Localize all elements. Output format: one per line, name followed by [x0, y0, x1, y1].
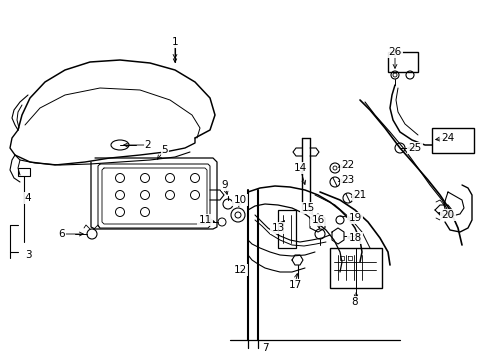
Text: 22: 22 [341, 160, 354, 170]
Bar [431, 128, 473, 153]
Text: 19: 19 [347, 213, 361, 223]
Text: 1: 1 [171, 37, 178, 47]
Text: 10: 10 [233, 195, 246, 205]
Bar [329, 248, 381, 288]
Text: 6: 6 [59, 229, 65, 239]
Text: 14: 14 [293, 163, 306, 173]
Text: 13: 13 [271, 223, 284, 233]
Text: 2: 2 [144, 140, 151, 150]
Bar [278, 210, 295, 248]
Text: 20: 20 [441, 210, 454, 220]
Text: 23: 23 [341, 175, 354, 185]
Text: 7: 7 [261, 343, 268, 353]
Text: 11: 11 [198, 215, 211, 225]
Text: 24: 24 [441, 133, 454, 143]
Text: 17: 17 [288, 280, 301, 290]
Bar [18, 168, 30, 176]
Text: 18: 18 [347, 233, 361, 243]
Text: 9: 9 [221, 180, 228, 190]
Text: 12: 12 [233, 265, 246, 275]
Text: 8: 8 [351, 297, 358, 307]
Text: 25: 25 [407, 143, 421, 153]
Bar [387, 52, 417, 72]
Text: 3: 3 [24, 250, 31, 260]
Text: 26: 26 [387, 47, 401, 57]
Text: 5: 5 [162, 145, 168, 155]
Text: 15: 15 [301, 203, 314, 213]
Text: 16: 16 [311, 215, 324, 225]
Text: 21: 21 [353, 190, 366, 200]
Text: 4: 4 [24, 193, 31, 203]
